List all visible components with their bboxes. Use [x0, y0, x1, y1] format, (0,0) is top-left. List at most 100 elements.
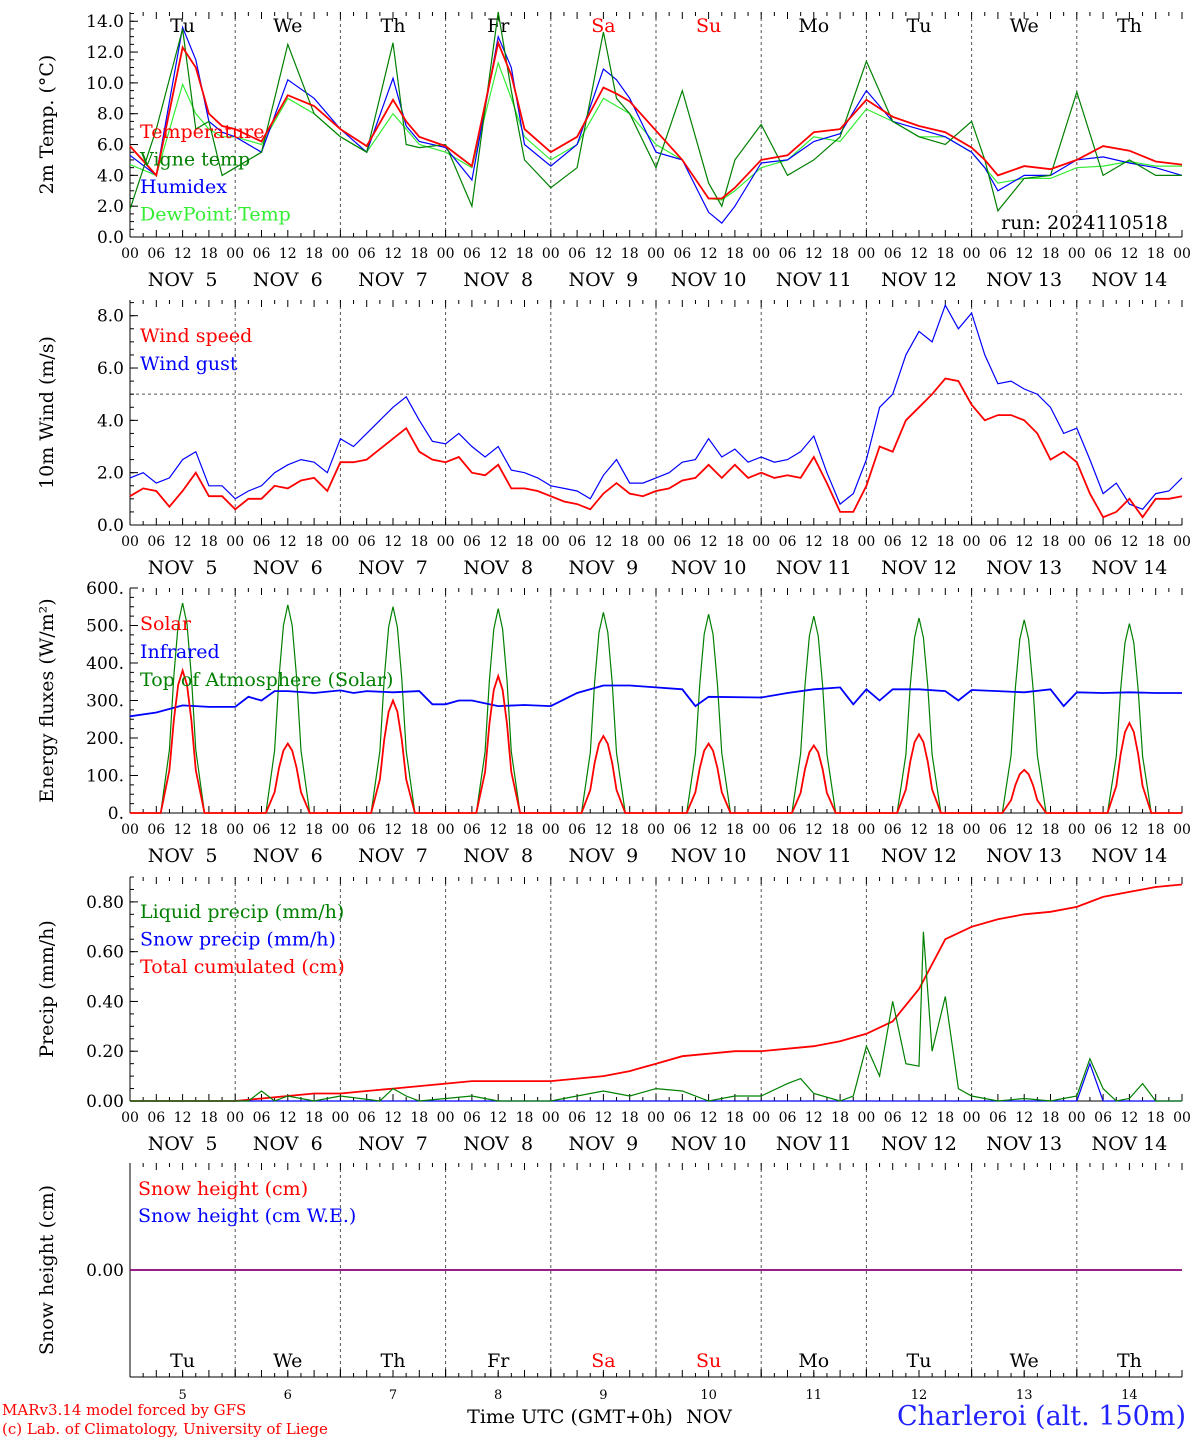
hour-tick-label: 00	[1173, 822, 1191, 838]
hour-tick-label: 12	[174, 246, 192, 262]
hour-tick-label: 00	[437, 1110, 455, 1126]
hour-tick-label: 06	[884, 822, 902, 838]
y-tick-label: 0.60	[86, 943, 124, 963]
legend-entry: DewPoint Temp	[140, 204, 291, 226]
hour-tick-label: 18	[410, 822, 428, 838]
hour-tick-label: 12	[1015, 822, 1033, 838]
hour-tick-label: 12	[1015, 246, 1033, 262]
hour-tick-label: 18	[516, 1110, 534, 1126]
date-label: NOV 13	[986, 1133, 1062, 1155]
date-label: NOV 8	[463, 845, 533, 867]
y-axis-label: Snow height (cm)	[36, 1185, 58, 1355]
hour-tick-label: 18	[305, 534, 323, 550]
legend-entry: Total cumulated (cm)	[140, 956, 345, 978]
legend-entry: Wind speed	[140, 325, 252, 347]
day-number: 5	[178, 1388, 186, 1403]
y-tick-label: 0.	[108, 804, 124, 824]
hour-tick-label: 18	[1147, 534, 1165, 550]
hour-tick-label: 18	[726, 822, 744, 838]
y-tick-label: 0.20	[86, 1042, 124, 1062]
hour-tick-label: 18	[1042, 1110, 1060, 1126]
date-label: NOV 10	[671, 269, 747, 291]
run-annotation: run: 2024110518	[1001, 212, 1168, 234]
hour-tick-label: 06	[568, 822, 586, 838]
hour-tick-label: 00	[1173, 1110, 1191, 1126]
date-label: NOV 12	[881, 557, 957, 579]
weekday-label: Su	[696, 1350, 721, 1372]
hour-tick-label: 00	[752, 246, 770, 262]
hour-tick-label: 00	[1173, 246, 1191, 262]
hour-tick-label: 12	[279, 246, 297, 262]
hour-tick-label: 12	[1015, 534, 1033, 550]
hour-tick-label: 18	[200, 822, 218, 838]
hour-tick-label: 12	[700, 822, 718, 838]
y-tick-label: 4.0	[97, 166, 124, 186]
hour-tick-label: 12	[384, 822, 402, 838]
hour-tick-label: 18	[621, 246, 639, 262]
hour-tick-label: 12	[594, 822, 612, 838]
hour-tick-label: 18	[831, 246, 849, 262]
hour-tick-label: 00	[647, 246, 665, 262]
hour-tick-label: 06	[673, 1110, 691, 1126]
day-number: 11	[806, 1388, 823, 1403]
y-tick-label: 300.	[86, 692, 124, 712]
y-tick-label: 100.	[86, 767, 124, 787]
hour-tick-label: 12	[594, 246, 612, 262]
hour-tick-label: 00	[857, 1110, 875, 1126]
hour-tick-label: 06	[989, 246, 1007, 262]
date-label: NOV 8	[463, 557, 533, 579]
hour-tick-label: 06	[1094, 534, 1112, 550]
weekday-label: Tu	[907, 1350, 932, 1372]
hour-tick-label: 00	[437, 246, 455, 262]
hour-tick-label: 06	[779, 246, 797, 262]
hour-tick-label: 18	[621, 534, 639, 550]
weekday-label: Th	[1117, 15, 1142, 37]
date-label: NOV 9	[569, 269, 639, 291]
y-tick-label: 500.	[86, 617, 124, 637]
weekday-label: Sa	[591, 15, 615, 37]
hour-tick-label: 12	[384, 534, 402, 550]
day-number: 8	[494, 1388, 502, 1403]
hour-tick-label: 18	[1042, 822, 1060, 838]
y-axis-label: 2m Temp. (°C)	[36, 55, 58, 195]
hour-tick-label: 06	[147, 1110, 165, 1126]
weekday-label: Tu	[907, 15, 932, 37]
hour-tick-label: 12	[174, 534, 192, 550]
hour-tick-label: 12	[1120, 246, 1138, 262]
hour-tick-label: 12	[174, 822, 192, 838]
hour-tick-label: 00	[437, 534, 455, 550]
date-label: NOV 6	[253, 1133, 323, 1155]
y-axis-label: 10m Wind (m/s)	[36, 336, 58, 489]
y-tick-label: 2.0	[97, 197, 124, 217]
date-label: NOV 9	[569, 1133, 639, 1155]
hour-tick-label: 06	[358, 1110, 376, 1126]
date-label: NOV 14	[1091, 845, 1167, 867]
hour-tick-label: 00	[1068, 822, 1086, 838]
hour-tick-label: 18	[200, 1110, 218, 1126]
series-line	[129, 39, 1183, 200]
date-label: NOV 10	[671, 845, 747, 867]
date-label: NOV 7	[358, 845, 428, 867]
hour-tick-label: 18	[831, 822, 849, 838]
hour-tick-label: 12	[1120, 822, 1138, 838]
day-number: 10	[700, 1388, 717, 1403]
hour-tick-label: 06	[253, 534, 271, 550]
weekday-label: Th	[1117, 1350, 1142, 1372]
hour-tick-label: 12	[279, 822, 297, 838]
y-tick-label: 0.00	[86, 1092, 124, 1112]
hour-tick-label: 18	[726, 534, 744, 550]
hour-tick-label: 00	[542, 1110, 560, 1126]
weekday-label: Mo	[798, 15, 829, 37]
hour-tick-label: 18	[1042, 534, 1060, 550]
y-tick-label: 12.0	[86, 43, 124, 63]
hour-tick-label: 00	[1173, 534, 1191, 550]
y-tick-label: 6.0	[97, 136, 124, 156]
date-label: NOV 11	[776, 845, 852, 867]
panel-4: 0.00 0.20 0.40 0.60 0.80 Precip (mm/h) 00 06 12 1…	[36, 876, 1191, 1155]
station-title: Charleroi (alt. 150m)	[897, 1401, 1186, 1432]
hour-tick-label: 12	[805, 246, 823, 262]
legend-entry: Infrared	[140, 641, 220, 663]
weekday-label: Fr	[487, 1350, 510, 1372]
hour-tick-label: 00	[121, 246, 139, 262]
